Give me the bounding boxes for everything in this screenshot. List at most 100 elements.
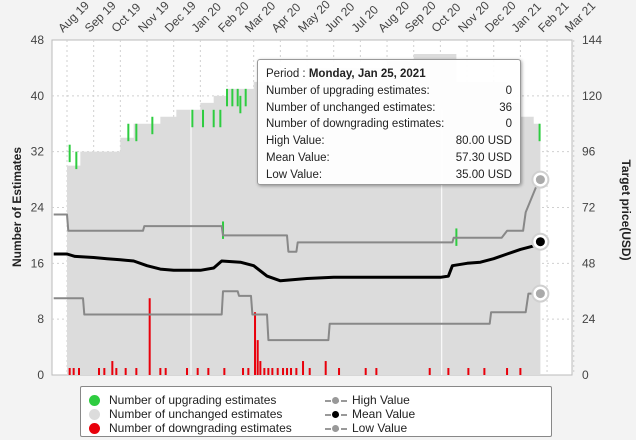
downgrading-bar <box>290 368 293 375</box>
legend-item-downgrading[interactable]: Number of downgrading estimates <box>89 421 292 435</box>
grey-dot-icon <box>89 408 100 420</box>
legend-item-mean[interactable]: Mean Value <box>325 407 415 421</box>
upgrading-bar <box>239 95 242 114</box>
left-tick-label: 24 <box>31 201 45 215</box>
downgrading-bar <box>223 368 226 375</box>
downgrading-bar <box>164 368 167 375</box>
right-tick-label: 24 <box>582 312 596 326</box>
low-value-marker <box>535 289 545 299</box>
tooltip: Period : Monday, Jan 25, 2021 Number of … <box>257 59 521 185</box>
tooltip-label: Number of upgrading estimates: <box>266 84 430 97</box>
tooltip-value: 35.00 USD <box>455 168 512 181</box>
upgrading-bar <box>202 109 205 128</box>
low-line-icon <box>325 423 347 434</box>
upgrading-bar <box>127 123 130 142</box>
upgrading-bar <box>538 123 541 142</box>
right-tick-label: 144 <box>582 33 602 47</box>
mean-value-line <box>53 240 542 283</box>
right-tick-label: 72 <box>582 201 596 215</box>
right-tick-label: 0 <box>582 368 589 382</box>
legend-item-high[interactable]: High Value <box>325 393 410 407</box>
upgrading-bar <box>151 116 154 135</box>
tooltip-period-label: Period : <box>266 68 306 80</box>
red-dot-icon <box>89 422 100 434</box>
downgrading-bar <box>467 368 470 375</box>
downgrading-bar <box>338 368 341 375</box>
downgrading-bar <box>447 368 450 375</box>
upgrading-bar <box>219 109 222 128</box>
tooltip-value: 57.30 USD <box>455 151 512 164</box>
downgrading-bar <box>519 368 522 375</box>
upgrading-bar <box>212 109 215 128</box>
green-dot-icon <box>89 394 100 406</box>
mean-value-marker <box>535 237 545 247</box>
downgrading-bar <box>115 368 118 375</box>
tooltip-value: 0 <box>505 84 512 97</box>
tooltip-row: Number of downgrading estimates: 0 <box>266 116 512 133</box>
downgrading-bar <box>124 368 127 375</box>
downgrading-bar <box>263 368 266 375</box>
right-tick-label: 120 <box>582 89 602 103</box>
upgrading-bar <box>226 88 229 107</box>
left-tick-label: 32 <box>31 145 45 159</box>
tooltip-row: Low Value: 35.00 USD <box>266 167 512 184</box>
high-line-icon <box>325 395 347 406</box>
downgrading-bar <box>428 368 431 375</box>
upgrading-bar <box>191 109 194 128</box>
downgrading-bar <box>308 368 311 375</box>
right-axis-title: Target price(USD) <box>619 159 633 260</box>
left-tick-label: 16 <box>31 256 45 270</box>
downgrading-bar <box>111 361 114 375</box>
downgrading-bar <box>148 298 151 375</box>
downgrading-bar <box>506 368 509 375</box>
tooltip-value: 80.00 USD <box>455 135 512 148</box>
legend: Number of upgrading estimates Number of … <box>80 386 552 437</box>
downgrading-bar <box>271 368 274 375</box>
downgrading-bars <box>68 298 522 375</box>
legend-label: Low Value <box>352 421 408 435</box>
tooltip-period-value: Monday, Jan 25, 2021 <box>308 68 426 80</box>
legend-item-upgrading[interactable]: Number of upgrading estimates <box>89 393 276 407</box>
legend-label: Number of unchanged estimates <box>109 407 283 421</box>
downgrading-bar <box>324 361 327 375</box>
left-tick-label: 8 <box>37 312 44 326</box>
tooltip-value: 0 <box>505 118 512 131</box>
downgrading-bar <box>78 368 81 375</box>
tooltip-label: Number of downgrading estimates: <box>266 118 445 131</box>
tooltip-period: Period : Monday, Jan 25, 2021 <box>266 66 512 83</box>
upgrading-bar <box>135 123 138 142</box>
left-tick-label: 48 <box>31 33 45 47</box>
upgrading-bar <box>244 88 247 107</box>
downgrading-bar <box>276 368 279 375</box>
legend-label: High Value <box>352 393 410 407</box>
tooltip-row: High Value: 80.00 USD <box>266 133 512 150</box>
downgrading-bar <box>68 368 71 375</box>
legend-item-unchanged[interactable]: Number of unchanged estimates <box>89 407 282 421</box>
downgrading-bar <box>267 368 270 375</box>
upgrading-bar <box>75 151 78 170</box>
mean-line-icon <box>325 409 347 420</box>
tooltip-label: High Value: <box>266 135 325 148</box>
downgrading-bar <box>256 340 259 375</box>
downgrading-bar <box>242 368 245 375</box>
high-value-marker <box>535 175 545 185</box>
right-axis-ticks: 0 24 48 72 96 120 144 <box>582 33 602 382</box>
legend-label: Number of upgrading estimates <box>109 393 277 407</box>
downgrading-bar <box>159 368 162 375</box>
downgrading-bar <box>72 368 75 375</box>
legend-item-low[interactable]: Low Value <box>325 421 407 435</box>
left-axis-title: Number of Estimates <box>10 147 24 267</box>
upgrading-bar <box>68 144 71 163</box>
tooltip-label: Number of unchanged estimates: <box>266 101 436 114</box>
tooltip-row: Number of unchanged estimates: 36 <box>266 100 512 117</box>
downgrading-bar <box>135 368 138 375</box>
right-tick-label: 48 <box>582 256 596 270</box>
left-axis-ticks: 0 8 16 24 32 40 48 <box>31 33 45 382</box>
legend-label: Number of downgrading estimates <box>109 421 292 435</box>
left-tick-label: 40 <box>31 89 45 103</box>
end-markers[interactable] <box>531 170 550 303</box>
downgrading-bar <box>254 312 257 375</box>
high-value-line <box>53 178 541 253</box>
